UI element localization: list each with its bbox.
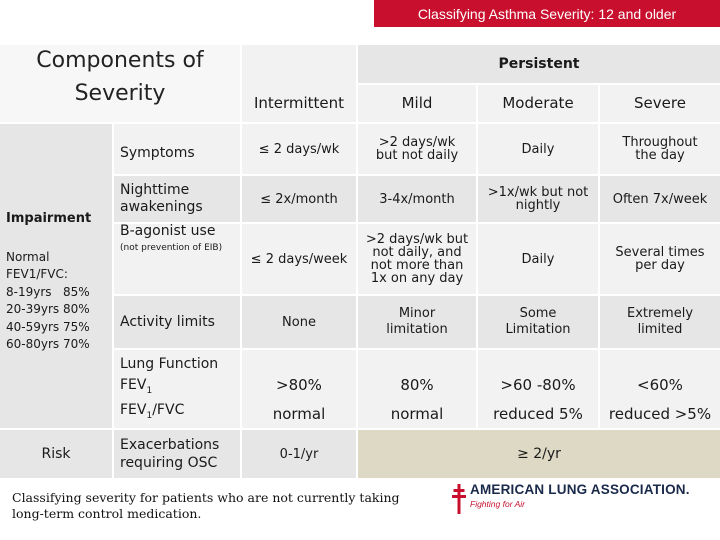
components-header: Components of Severity — [0, 45, 240, 122]
lung-intermittent-ratio: normal — [272, 405, 326, 423]
lung-severe-ratio: reduced >5% — [608, 405, 712, 423]
symptoms-label-cell: Symptoms — [114, 124, 240, 174]
normal-fev-note: Normal FEV1/FVC: 8-19yrs 85% 20-39yrs 80… — [6, 249, 112, 353]
slide-title: Classifying Asthma Severity: 12 and olde… — [374, 0, 720, 27]
header-blank — [242, 45, 356, 122]
persistent-header: Persistent — [358, 45, 720, 83]
symptoms-moderate-text: Daily — [521, 141, 555, 157]
impairment-group: Impairment Normal FEV1/FVC: 8-19yrs 85% … — [0, 124, 112, 428]
symptoms-severe-text: Throughout the day — [622, 135, 698, 163]
lung-label-cell: Lung Function FEV1 FEV1/FVC — [114, 350, 240, 428]
activity-moderate-text: Some Limitation — [505, 306, 571, 337]
lung-intermittent-fev1: >80% — [276, 376, 322, 394]
b-agonist-mild-text: >2 days/wk but not daily, and not more t… — [365, 232, 469, 286]
nighttime-severe-text: Often 7x/week — [612, 191, 708, 207]
intermittent-header: Intermittent — [242, 85, 356, 122]
nighttime-mild: 3-4x/month — [358, 176, 476, 222]
symptoms-severe: Throughout the day — [600, 124, 720, 174]
exacerbations-label-cell: Exacerbations requiring OSC — [114, 430, 240, 478]
moderate-header-text: Moderate — [502, 94, 574, 112]
lung-mild-fev1: 80% — [400, 376, 434, 394]
cross-of-lorraine-icon — [452, 484, 466, 514]
fev1fvc-sub: 1 — [146, 410, 153, 421]
normal-fev-title: Normal FEV1/FVC: — [6, 250, 68, 282]
nighttime-label: Nighttime awakenings — [120, 181, 203, 216]
exacerbations-intermittent: 0-1/yr — [242, 430, 356, 478]
persistent-header-text: Persistent — [498, 56, 580, 72]
exacerbations-label: Exacerbations requiring OSC — [120, 436, 220, 471]
b-agonist-intermittent-text: ≤ 2 days/week — [250, 251, 348, 267]
exacerbations-intermittent-text: 0-1/yr — [279, 446, 319, 462]
activity-severe: Extremely limited — [600, 296, 720, 348]
b-agonist-mild: >2 days/wk but not daily, and not more t… — [358, 224, 476, 294]
risk-group: Risk — [0, 430, 112, 478]
fev1fvc-suffix: /FVC — [152, 401, 185, 418]
lung-label: Lung Function — [120, 356, 219, 373]
severe-header: Severe — [600, 85, 720, 122]
mild-header: Mild — [358, 85, 476, 122]
normal-fev-row: 20-39yrs 80% — [6, 302, 90, 317]
fev1-text: FEV — [120, 377, 147, 394]
normal-fev-row: 60-80yrs 70% — [6, 336, 90, 351]
lung-mild: 80% normal — [358, 350, 476, 428]
lung-moderate-ratio: reduced 5% — [493, 405, 583, 423]
b-agonist-severe-text: Several times per day — [615, 245, 705, 273]
lung-severe-fev1: <60% — [637, 376, 683, 394]
lung-severe: <60% reduced >5% — [600, 350, 720, 428]
symptoms-moderate: Daily — [478, 124, 598, 174]
footer-note: Classifying severity for patients who ar… — [12, 490, 400, 521]
b-agonist-severe: Several times per day — [600, 224, 720, 294]
severe-header-text: Severe — [634, 94, 686, 112]
nighttime-mild-text: 3-4x/month — [379, 191, 455, 207]
activity-intermittent: None — [242, 296, 356, 348]
b-agonist-sub: (not prevention of EIB) — [120, 243, 223, 253]
impairment-label: Impairment — [6, 211, 92, 226]
symptoms-mild: >2 days/wk but not daily — [358, 124, 476, 174]
nighttime-intermittent: ≤ 2x/month — [242, 176, 356, 222]
b-agonist-label: B-agonist use — [120, 223, 216, 239]
symptoms-intermittent: ≤ 2 days/wk — [242, 124, 356, 174]
nighttime-label-cell: Nighttime awakenings — [114, 176, 240, 222]
b-agonist-label-cell: B-agonist use (not prevention of EIB) — [114, 224, 240, 294]
risk-label: Risk — [41, 446, 71, 462]
symptoms-label: Symptoms — [120, 145, 195, 161]
american-lung-association-logo: AMERICAN LUNG ASSOCIATION. Fighting for … — [452, 480, 692, 516]
lung-moderate: >60 -80% reduced 5% — [478, 350, 598, 428]
activity-severe-text: Extremely limited — [626, 306, 694, 337]
fev1-sub: 1 — [146, 385, 153, 396]
nighttime-moderate-text: >1x/wk but not nightly — [487, 185, 589, 213]
fev1fvc-text: FEV — [120, 401, 147, 418]
exacerbations-persistent-text: ≥ 2/yr — [517, 446, 561, 462]
activity-moderate: Some Limitation — [478, 296, 598, 348]
normal-fev-row: 40-59yrs 75% — [6, 319, 90, 334]
lung-intermittent: >80% normal — [242, 350, 356, 428]
logo-tagline: Fighting for Air — [470, 499, 525, 509]
symptoms-intermittent-text: ≤ 2 days/wk — [258, 141, 340, 157]
nighttime-intermittent-text: ≤ 2x/month — [260, 191, 338, 207]
b-agonist-moderate: Daily — [478, 224, 598, 294]
fev1-label: FEV1 — [120, 378, 152, 396]
components-header-text: Components of Severity — [36, 47, 204, 106]
logo-name: AMERICAN LUNG ASSOCIATION. — [470, 482, 690, 497]
b-agonist-intermittent: ≤ 2 days/week — [242, 224, 356, 294]
moderate-header: Moderate — [478, 85, 598, 122]
normal-fev-row: 8-19yrs 85% — [6, 284, 90, 299]
lung-moderate-fev1: >60 -80% — [500, 376, 576, 394]
activity-mild: Minor limitation — [358, 296, 476, 348]
exacerbations-persistent: ≥ 2/yr — [358, 430, 720, 478]
nighttime-moderate: >1x/wk but not nightly — [478, 176, 598, 222]
lung-mild-ratio: normal — [390, 405, 444, 423]
nighttime-severe: Often 7x/week — [600, 176, 720, 222]
intermittent-header-text: Intermittent — [253, 94, 345, 112]
activity-mild-text: Minor limitation — [386, 306, 448, 337]
b-agonist-moderate-text: Daily — [521, 251, 555, 267]
activity-label: Activity limits — [120, 314, 215, 330]
symptoms-mild-text: >2 days/wk but not daily — [375, 135, 459, 163]
fev1-fvc-label: FEV1/FVC — [120, 403, 184, 421]
activity-label-cell: Activity limits — [114, 296, 240, 348]
activity-intermittent-text: None — [282, 314, 316, 330]
mild-header-text: Mild — [401, 94, 433, 112]
